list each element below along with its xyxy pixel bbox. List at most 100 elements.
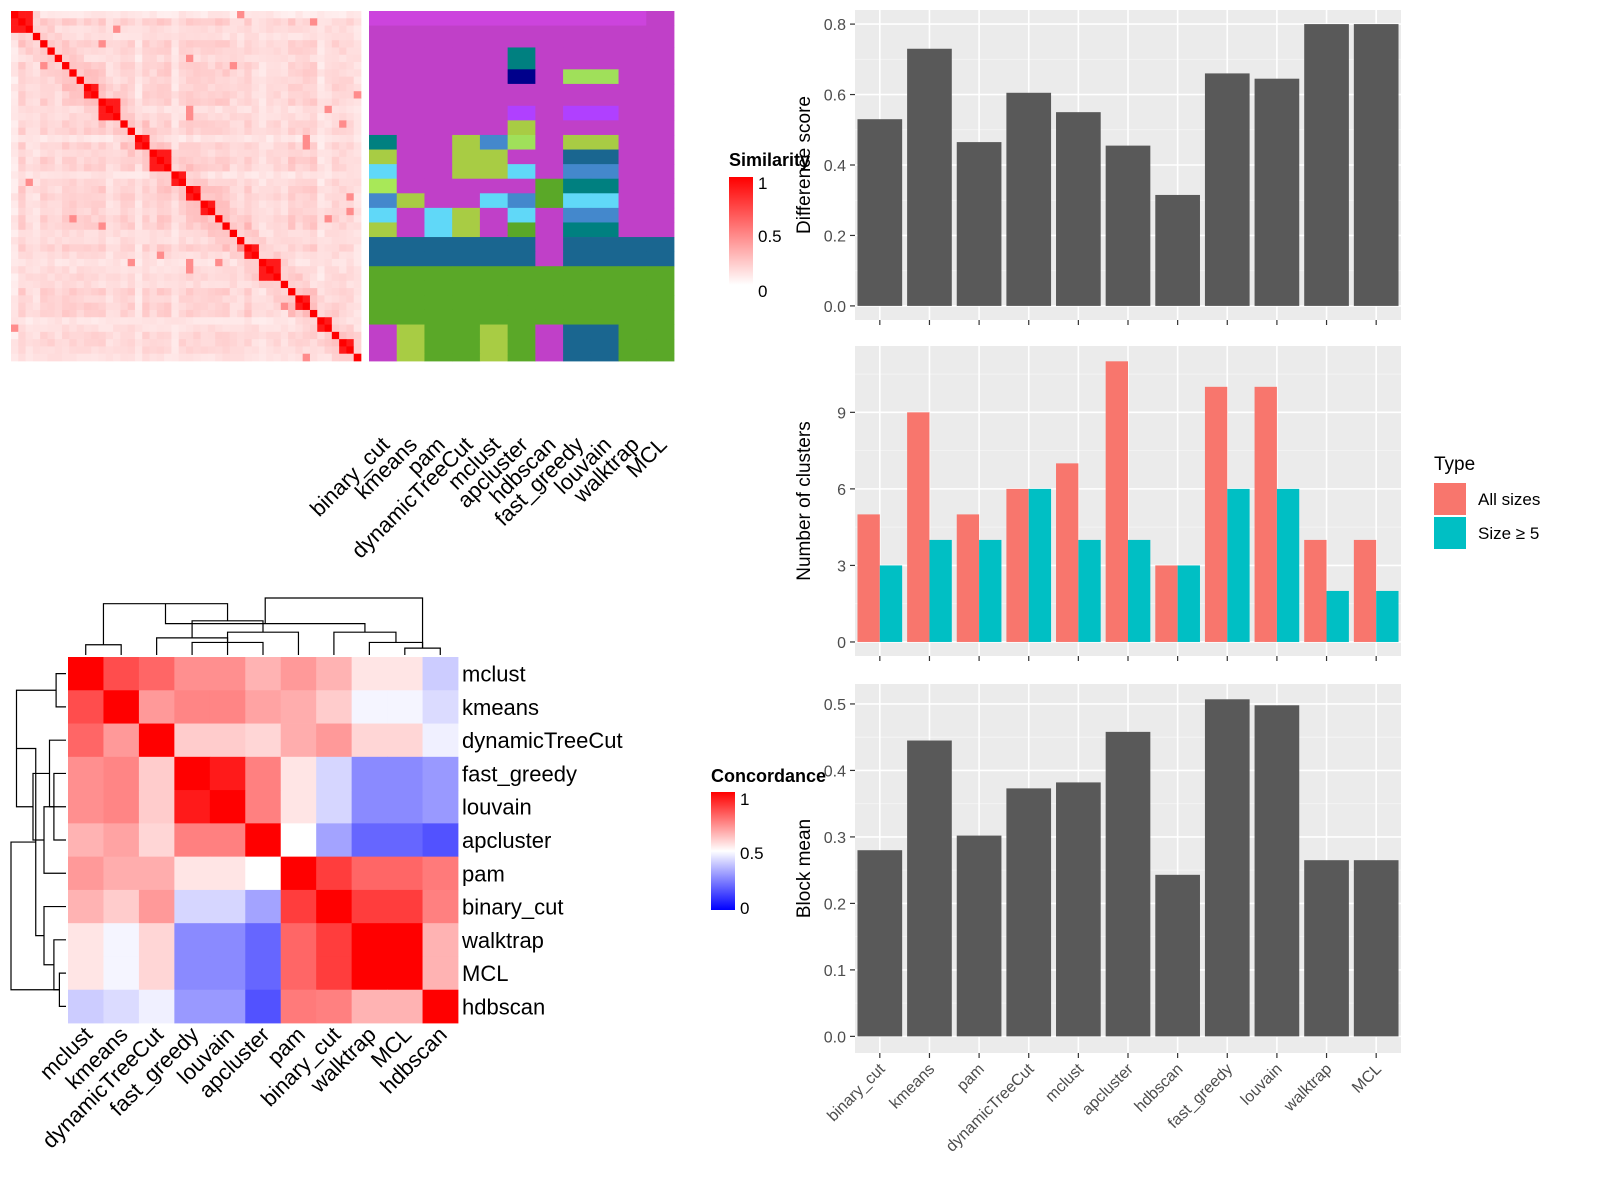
similarity-cell xyxy=(178,244,187,252)
similarity-cell xyxy=(120,11,129,19)
similarity-cell xyxy=(200,302,209,311)
similarity-cell xyxy=(295,76,304,85)
bar xyxy=(1056,782,1101,1037)
similarity-cell xyxy=(149,222,158,231)
similarity-cell xyxy=(47,54,56,63)
similarity-cell xyxy=(331,215,340,223)
similarity-cell xyxy=(251,142,260,150)
cluster-cell xyxy=(535,280,564,296)
similarity-cell xyxy=(25,237,34,245)
cluster-cell xyxy=(646,339,675,355)
concordance-cell xyxy=(387,723,423,758)
similarity-cell xyxy=(47,295,56,304)
concordance-cell xyxy=(351,989,388,1024)
similarity-cell xyxy=(76,18,85,26)
similarity-cell xyxy=(237,25,245,34)
cluster-cell xyxy=(590,47,619,70)
x-tick-label: kmeans xyxy=(887,1061,939,1113)
similarity-cell xyxy=(156,193,165,201)
similarity-cell xyxy=(178,11,187,19)
similarity-cell xyxy=(317,127,325,136)
similarity-cell xyxy=(251,54,260,63)
similarity-cell xyxy=(134,302,143,311)
similarity-cell xyxy=(207,120,216,129)
similarity-cell xyxy=(127,32,136,41)
cluster-cell xyxy=(452,47,481,70)
similarity-cell xyxy=(280,288,289,296)
similarity-cell xyxy=(62,11,70,19)
bar xyxy=(1254,705,1300,1037)
similarity-cell xyxy=(251,339,260,347)
y-tick-label: 0.6 xyxy=(824,88,846,105)
similarity-cell xyxy=(273,244,282,252)
similarity-cell xyxy=(339,54,347,63)
similarity-cell xyxy=(266,266,274,274)
similarity-cell xyxy=(113,215,121,223)
similarity-cell xyxy=(156,244,165,252)
similarity-cell xyxy=(105,251,114,260)
similarity-cell xyxy=(353,69,362,77)
similarity-cell xyxy=(200,25,209,34)
concordance-cell xyxy=(316,889,353,924)
similarity-cell xyxy=(156,229,165,238)
cluster-cell xyxy=(452,266,481,282)
similarity-cell xyxy=(273,266,282,274)
similarity-cell xyxy=(40,105,48,114)
similarity-cell xyxy=(69,47,77,56)
similarity-cell xyxy=(193,302,201,311)
similarity-cell xyxy=(244,251,252,260)
similarity-cell xyxy=(32,62,41,70)
concordance-cell xyxy=(422,790,459,824)
similarity-cell xyxy=(215,105,223,114)
cluster-cell xyxy=(563,25,592,48)
concordance-cell xyxy=(280,856,317,891)
similarity-cell xyxy=(91,317,99,325)
similarity-cell xyxy=(244,62,252,70)
similarity-cell xyxy=(47,244,56,252)
similarity-cell xyxy=(156,273,165,282)
similarity-cell xyxy=(40,32,48,41)
similarity-cell xyxy=(193,120,201,129)
similarity-cell xyxy=(353,251,362,260)
similarity-cell xyxy=(288,113,296,121)
similarity-cell xyxy=(186,69,194,77)
similarity-cell xyxy=(193,186,201,194)
concordance-row-labels: mclustkmeansdynamicTreeCutfast_greedylou… xyxy=(461,662,623,1020)
similarity-cell xyxy=(171,273,180,282)
similarity-cell xyxy=(317,11,325,19)
similarity-cell xyxy=(11,142,19,150)
concordance-cell xyxy=(174,756,211,791)
cluster-cell xyxy=(479,266,509,282)
similarity-cell xyxy=(295,302,304,311)
bar xyxy=(857,850,903,1037)
similarity-cell xyxy=(207,32,216,41)
similarity-cell xyxy=(215,302,223,311)
similarity-cell xyxy=(251,149,260,158)
similarity-cell xyxy=(178,127,187,136)
concordance-cell xyxy=(103,723,140,758)
cluster-cell xyxy=(507,11,536,26)
similarity-cell xyxy=(32,280,41,289)
similarity-cell xyxy=(288,295,296,304)
similarity-cell xyxy=(69,215,77,223)
similarity-cell xyxy=(200,83,209,92)
similarity-cell xyxy=(258,339,267,347)
similarity-cell xyxy=(229,186,238,194)
bar-all-sizes xyxy=(857,514,880,642)
similarity-cell xyxy=(142,339,150,347)
similarity-cell xyxy=(186,339,194,347)
similarity-cell xyxy=(149,11,158,19)
similarity-cell xyxy=(309,237,318,245)
similarity-cell xyxy=(229,164,238,172)
similarity-cell xyxy=(62,339,70,347)
similarity-cell xyxy=(83,25,92,34)
cluster-cell xyxy=(424,149,453,165)
similarity-cell xyxy=(346,11,355,19)
similarity-cell xyxy=(346,47,355,56)
similarity-cell xyxy=(178,91,187,99)
similarity-cell xyxy=(251,258,260,267)
similarity-cell xyxy=(324,258,333,267)
similarity-cell xyxy=(113,83,121,92)
similarity-cell xyxy=(324,251,333,260)
similarity-cell xyxy=(186,331,194,340)
